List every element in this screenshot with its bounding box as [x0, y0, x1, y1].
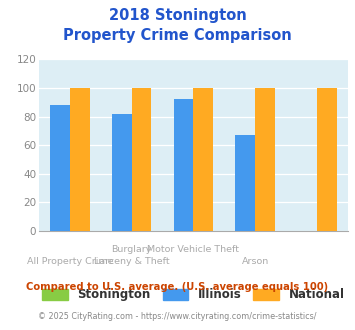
Bar	[132, 88, 152, 231]
Bar	[112, 114, 132, 231]
Bar	[255, 88, 275, 231]
Bar	[193, 88, 213, 231]
Text: Motor Vehicle Theft: Motor Vehicle Theft	[147, 245, 240, 254]
Bar	[174, 99, 193, 231]
Text: Compared to U.S. average. (U.S. average equals 100): Compared to U.S. average. (U.S. average …	[26, 282, 329, 292]
Legend: Stonington, Illinois, National: Stonington, Illinois, National	[42, 288, 345, 301]
Text: 2018 Stonington: 2018 Stonington	[109, 8, 246, 23]
Bar	[317, 88, 337, 231]
Text: All Property Crime: All Property Crime	[27, 257, 113, 266]
Bar	[70, 88, 90, 231]
Text: © 2025 CityRating.com - https://www.cityrating.com/crime-statistics/: © 2025 CityRating.com - https://www.city…	[38, 312, 317, 321]
Text: Larceny & Theft: Larceny & Theft	[94, 257, 170, 266]
Bar	[50, 105, 70, 231]
Text: Burglary: Burglary	[111, 245, 152, 254]
Text: Arson: Arson	[242, 257, 269, 266]
Bar	[235, 135, 255, 231]
Text: Property Crime Comparison: Property Crime Comparison	[63, 28, 292, 43]
